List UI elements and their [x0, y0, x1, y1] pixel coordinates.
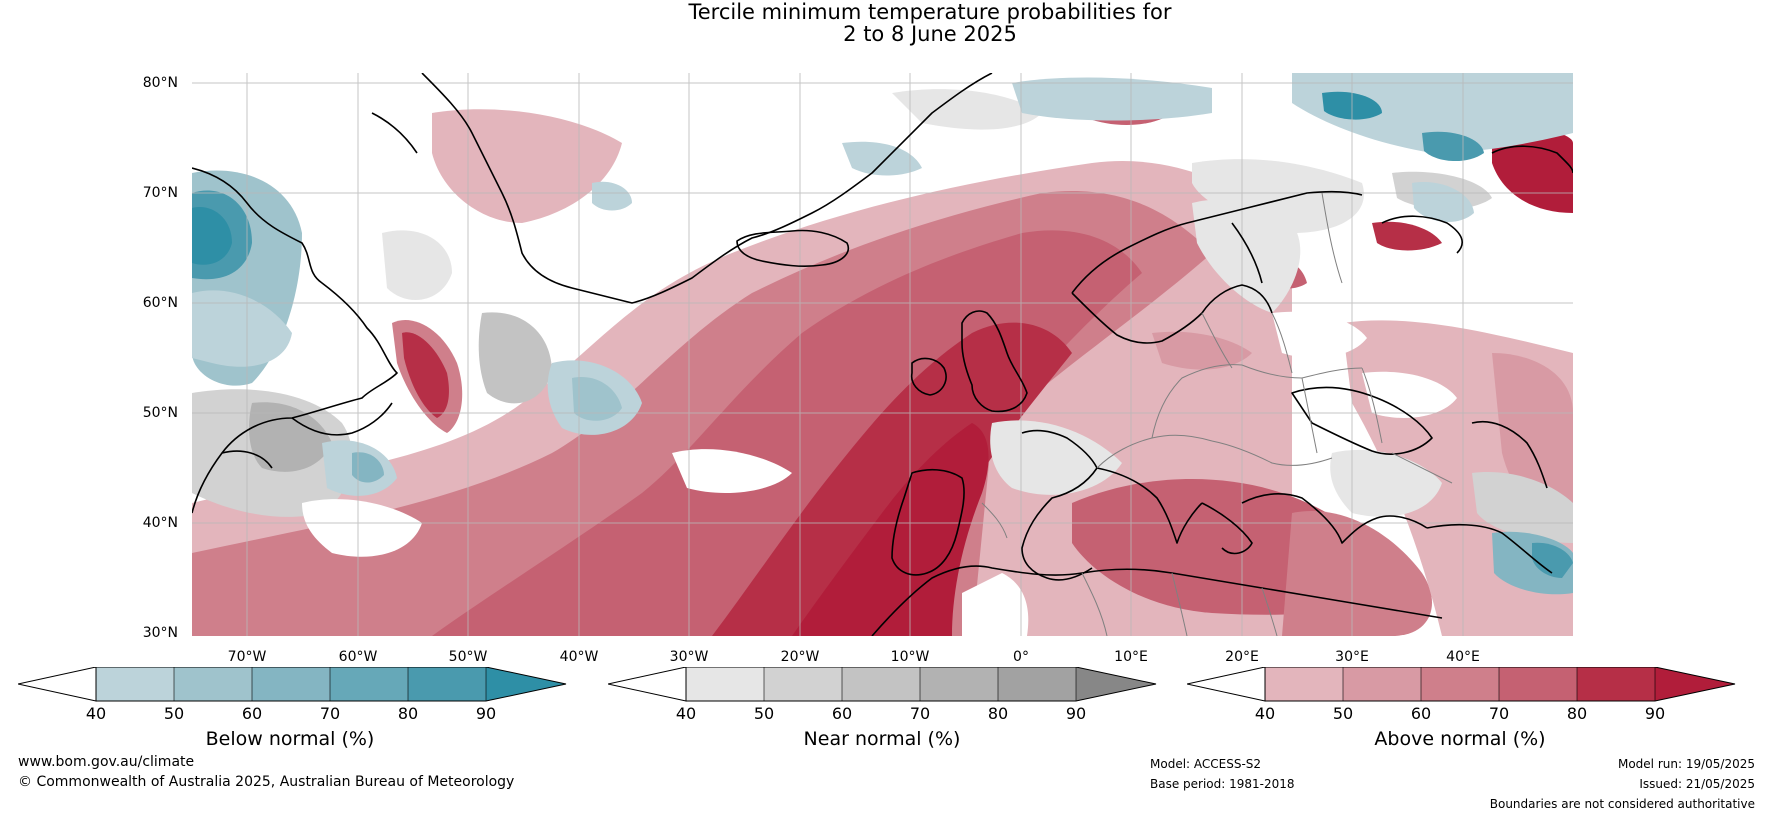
cbar-above-over [1655, 667, 1735, 701]
cbar-near-tick: 70 [909, 704, 931, 723]
map-svg [192, 73, 1573, 636]
cbar-above-50 [1343, 667, 1421, 701]
lon-label-40e: 40°E [1446, 649, 1480, 665]
cbar-above-80 [1577, 667, 1655, 701]
cbar-above-tick: 40 [1254, 704, 1276, 723]
footer-model: Model: ACCESS-S2 [1150, 757, 1262, 771]
cbar-above-70 [1499, 667, 1577, 701]
chart-title-line2: 2 to 8 June 2025 [843, 22, 1017, 46]
no-signal-areas [302, 73, 1542, 636]
footer-disclaimer: Boundaries are not considered authoritat… [1489, 797, 1755, 811]
cbar-above-60 [1421, 667, 1499, 701]
lon-label-60w: 60°W [338, 649, 378, 665]
cbar-above-40 [1265, 667, 1343, 701]
cbar-above-tick: 50 [1332, 704, 1354, 723]
cbar-near-70 [920, 667, 998, 701]
graticule [192, 73, 1573, 636]
cbar-near-80 [998, 667, 1076, 701]
lon-label-40w: 40°W [559, 649, 599, 665]
probability-map [192, 73, 1573, 636]
lon-label-70w: 70°W [227, 649, 267, 665]
lat-label-30n: 30°N [142, 625, 178, 641]
lon-label-30e: 30°E [1335, 649, 1369, 665]
cbar-near-40 [686, 667, 764, 701]
cbar-below-tick: 60 [241, 704, 263, 723]
cbar-near-over [1076, 667, 1156, 701]
cbar-below-60 [252, 667, 330, 701]
lon-label-20e: 20°E [1225, 649, 1259, 665]
footer-base-period: Base period: 1981-2018 [1150, 777, 1295, 791]
cbar-near-tick: 40 [675, 704, 697, 723]
footer-issued: Issued: 21/05/2025 [1639, 777, 1755, 791]
cbar-near-50 [764, 667, 842, 701]
lon-label-10e: 10°E [1114, 649, 1148, 665]
borders [981, 192, 1453, 636]
cbar-below-tick: 50 [163, 704, 185, 723]
lon-label-20w: 20°W [780, 649, 820, 665]
cbar-below-tick: 80 [397, 704, 419, 723]
colorbar-above [1187, 667, 1736, 702]
lat-label-50n: 50°N [142, 405, 178, 421]
cbar-below-tick: 70 [319, 704, 341, 723]
coastlines [192, 73, 1573, 636]
cbar-near-tick: 90 [1065, 704, 1087, 723]
footer-model-run: Model run: 19/05/2025 [1617, 757, 1755, 771]
lat-label-40n: 40°N [142, 515, 178, 531]
cbar-above-tick: 80 [1566, 704, 1588, 723]
lon-label-10w: 10°W [890, 649, 930, 665]
footer-url[interactable]: www.bom.gov.au/climate [18, 754, 195, 770]
near-normal-field [192, 89, 1573, 543]
lon-label-30w: 30°W [669, 649, 709, 665]
cbar-near-under [608, 667, 687, 702]
lat-label-70n: 70°N [142, 185, 178, 201]
cbar-below-40 [96, 667, 174, 701]
lon-label-50w: 50°W [448, 649, 488, 665]
cbar-below-over [486, 667, 566, 701]
cbar-near-label: Near normal (%) [803, 728, 961, 750]
cbar-near-tick: 50 [753, 704, 775, 723]
cbar-below-tick: 40 [85, 704, 107, 723]
cbar-above-under [1187, 667, 1266, 702]
lon-label-0: 0° [1013, 649, 1029, 665]
colorbar-near [608, 667, 1157, 702]
cbar-near-60 [842, 667, 920, 701]
cbar-below-50 [174, 667, 252, 701]
cbar-below-under [18, 667, 97, 702]
chart-title-line1: Tercile minimum temperature probabilitie… [688, 0, 1172, 24]
cbar-near-tick: 60 [831, 704, 853, 723]
cbar-above-label: Above normal (%) [1374, 728, 1546, 750]
lat-label-80n: 80°N [142, 75, 178, 91]
cbar-above-tick: 90 [1644, 704, 1666, 723]
lat-label-60n: 60°N [142, 295, 178, 311]
footer-copyright: © Commonwealth of Australia 2025, Austra… [18, 774, 515, 790]
cbar-below-tick: 90 [475, 704, 497, 723]
cbar-above-tick: 60 [1410, 704, 1432, 723]
cbar-below-70 [330, 667, 408, 701]
cbar-near-tick: 80 [987, 704, 1009, 723]
cbar-above-tick: 70 [1488, 704, 1510, 723]
cbar-below-80 [408, 667, 486, 701]
colorbar-below [18, 667, 567, 702]
cbar-below-label: Below normal (%) [205, 728, 375, 750]
